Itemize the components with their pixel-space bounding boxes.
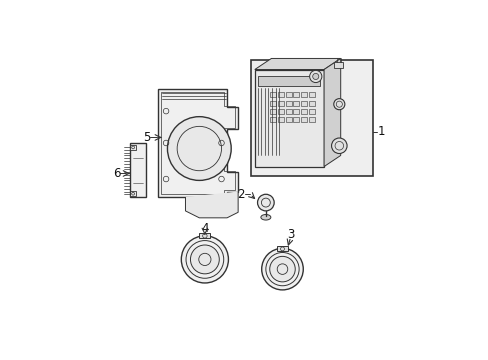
Bar bbox=[308, 109, 314, 114]
Bar bbox=[301, 92, 306, 97]
Text: 4: 4 bbox=[201, 222, 208, 235]
Bar bbox=[277, 117, 284, 122]
Bar bbox=[308, 100, 314, 105]
Bar bbox=[269, 117, 276, 122]
Bar bbox=[293, 92, 299, 97]
Bar bbox=[308, 92, 314, 97]
Bar bbox=[199, 233, 210, 238]
Bar bbox=[333, 62, 343, 68]
Bar bbox=[285, 92, 291, 97]
Bar bbox=[308, 117, 314, 122]
Bar bbox=[130, 191, 136, 196]
Bar bbox=[257, 76, 319, 86]
Bar bbox=[301, 117, 306, 122]
Circle shape bbox=[181, 236, 228, 283]
Text: 3: 3 bbox=[286, 228, 294, 241]
Polygon shape bbox=[324, 58, 340, 167]
Bar bbox=[293, 117, 299, 122]
Bar bbox=[269, 92, 276, 97]
Circle shape bbox=[269, 256, 295, 282]
Circle shape bbox=[190, 245, 219, 274]
Text: 6: 6 bbox=[113, 167, 120, 180]
Bar bbox=[301, 100, 306, 105]
Circle shape bbox=[312, 73, 318, 80]
Bar bbox=[277, 246, 287, 251]
Bar bbox=[277, 109, 284, 114]
Bar bbox=[293, 109, 299, 114]
Bar bbox=[254, 69, 324, 167]
Bar bbox=[293, 100, 299, 105]
Circle shape bbox=[331, 138, 346, 153]
Text: 2: 2 bbox=[237, 188, 244, 201]
Bar bbox=[285, 100, 291, 105]
Text: 1: 1 bbox=[377, 125, 385, 138]
Ellipse shape bbox=[260, 215, 270, 220]
Circle shape bbox=[309, 70, 321, 82]
Bar bbox=[130, 143, 146, 197]
Bar bbox=[285, 117, 291, 122]
Text: 5: 5 bbox=[142, 131, 150, 144]
Bar bbox=[285, 109, 291, 114]
Circle shape bbox=[333, 99, 344, 110]
Polygon shape bbox=[254, 58, 340, 69]
Bar bbox=[277, 100, 284, 105]
Bar bbox=[269, 100, 276, 105]
Bar bbox=[250, 60, 372, 176]
Bar bbox=[130, 145, 136, 150]
Circle shape bbox=[167, 117, 231, 180]
Circle shape bbox=[257, 194, 274, 211]
Bar bbox=[269, 109, 276, 114]
Bar bbox=[277, 92, 284, 97]
Bar bbox=[301, 109, 306, 114]
Polygon shape bbox=[185, 192, 238, 218]
Polygon shape bbox=[158, 89, 238, 197]
Circle shape bbox=[261, 248, 303, 290]
